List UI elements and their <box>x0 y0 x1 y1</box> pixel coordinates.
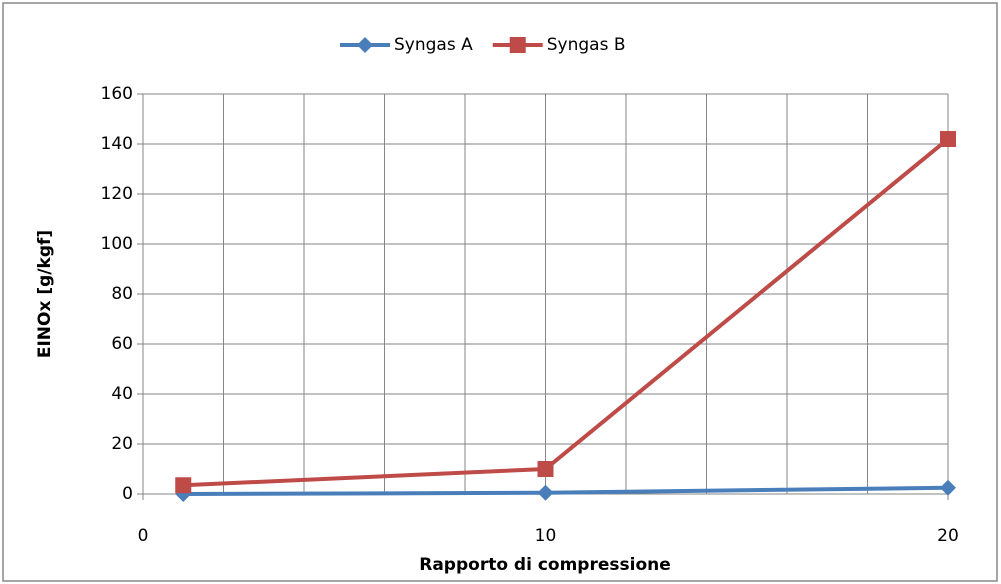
point <box>940 479 956 496</box>
y-tick-label: 80 <box>111 284 133 304</box>
legend-label: Syngas B <box>547 35 626 55</box>
y-tick-label: 0 <box>122 484 133 504</box>
x-tick-label: 20 <box>937 526 959 546</box>
point <box>940 131 956 147</box>
y-tick-label: 20 <box>111 434 133 454</box>
legend-marker <box>357 37 373 53</box>
y-tick-label: 100 <box>101 234 133 254</box>
x-tick-label: 10 <box>535 526 557 546</box>
y-axis-label: EINOx [g/kgf] <box>35 230 55 358</box>
point <box>537 484 554 501</box>
y-tick-label: 60 <box>111 334 133 354</box>
y-tick-label: 140 <box>101 134 133 154</box>
point <box>537 461 554 477</box>
x-tick-label: 0 <box>138 526 149 546</box>
y-tick-label: 40 <box>111 384 133 404</box>
legend-marker <box>509 37 526 53</box>
point <box>175 477 192 494</box>
y-tick-label: 120 <box>101 184 133 204</box>
y-tick-label: 160 <box>101 84 133 104</box>
x-axis-label: Rapporto di compressione <box>419 555 671 575</box>
legend-label: Syngas A <box>394 35 473 55</box>
